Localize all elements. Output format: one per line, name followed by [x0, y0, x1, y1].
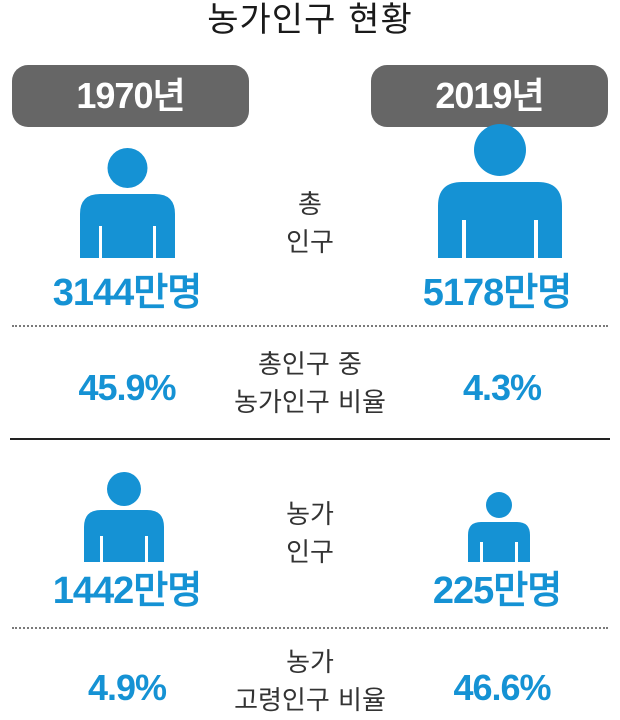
label-line: 총: [298, 190, 322, 220]
label-line: 인구: [286, 538, 334, 568]
label-line: 농가: [286, 500, 334, 530]
person-icon: [468, 492, 530, 562]
label-farm-population: 농가 인구: [250, 496, 370, 572]
label-farm-ratio: 총인구 중 농가인구 비율: [215, 346, 405, 422]
label-line: 농가: [286, 648, 334, 678]
person-icon: [438, 124, 562, 258]
value-total-population-2019: 5178만명: [422, 272, 572, 314]
label-total-population: 총 인구: [250, 186, 370, 262]
section-divider: [10, 438, 610, 440]
value-elderly-ratio-2019: 46.6%: [453, 667, 551, 708]
label-elderly-ratio: 농가 고령인구 비율: [215, 644, 405, 720]
value-farm-ratio-1970: 45.9%: [78, 367, 176, 408]
value-farm-ratio-2019: 4.3%: [462, 367, 542, 408]
page-title: 농가인구 현황: [207, 0, 413, 40]
value-elderly-ratio-1970: 4.9%: [87, 667, 167, 708]
divider-dotted: [12, 627, 608, 629]
person-icon: [84, 472, 164, 562]
label-line: 총인구 중: [258, 350, 362, 380]
person-icon: [80, 148, 175, 258]
divider-dotted: [12, 325, 608, 327]
label-line: 인구: [286, 228, 334, 258]
label-line: 농가인구 비율: [234, 388, 386, 418]
year-tab-2019: 2019년: [371, 65, 608, 127]
year-tab-1970: 1970년: [12, 65, 249, 127]
value-total-population-1970: 3144만명: [52, 272, 202, 314]
label-line: 고령인구 비율: [234, 686, 386, 716]
value-farm-population-2019: 225만명: [432, 570, 562, 612]
value-farm-population-1970: 1442만명: [52, 570, 202, 612]
